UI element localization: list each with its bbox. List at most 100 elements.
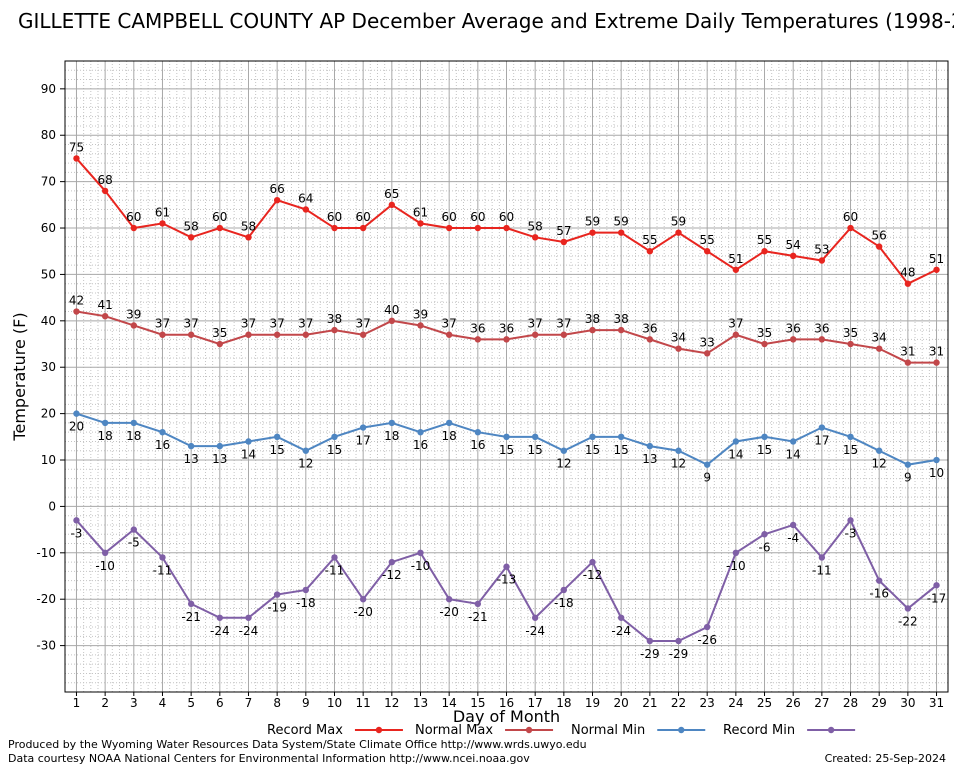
data-point xyxy=(359,596,367,603)
x-tick-label: 21 xyxy=(642,696,657,710)
data-label: 15 xyxy=(757,443,772,457)
legend-item: Record Min xyxy=(723,723,856,738)
x-tick-label: 7 xyxy=(245,696,253,710)
data-label: 33 xyxy=(700,335,715,349)
data-label: 64 xyxy=(298,191,313,205)
data-label: 60 xyxy=(499,210,514,224)
data-label: -26 xyxy=(697,633,717,647)
data-label: 14 xyxy=(241,447,256,461)
data-point xyxy=(73,410,80,417)
data-label: 13 xyxy=(642,452,657,466)
data-point xyxy=(761,531,768,538)
x-tick-label: 12 xyxy=(384,696,399,710)
data-label: 51 xyxy=(929,252,944,266)
data-point xyxy=(101,187,109,195)
data-point xyxy=(789,336,797,343)
x-tick-label: 16 xyxy=(499,696,514,710)
data-label: 36 xyxy=(470,321,485,335)
data-point xyxy=(675,637,682,645)
data-label: 20 xyxy=(69,420,84,434)
data-label: 55 xyxy=(642,233,657,247)
data-point xyxy=(445,224,453,232)
data-point xyxy=(73,308,80,315)
x-tick-label: 18 xyxy=(556,696,571,710)
data-label: 18 xyxy=(442,429,457,443)
data-label: 48 xyxy=(900,266,915,280)
data-point xyxy=(675,345,682,352)
data-label: -10 xyxy=(726,559,746,573)
data-label: -24 xyxy=(239,624,259,638)
data-label: 34 xyxy=(671,331,686,345)
data-point xyxy=(789,252,797,260)
data-point xyxy=(703,461,711,468)
data-label: 37 xyxy=(298,317,313,331)
data-label: -24 xyxy=(611,624,631,638)
data-point xyxy=(302,586,310,594)
data-label: -19 xyxy=(267,601,287,615)
data-point xyxy=(417,220,424,227)
data-point xyxy=(159,331,166,338)
data-label: 13 xyxy=(184,452,199,466)
data-point xyxy=(847,517,854,524)
data-label: 37 xyxy=(155,317,170,331)
data-point xyxy=(847,433,854,441)
legend-label: Normal Max xyxy=(415,723,493,738)
data-point xyxy=(474,600,482,608)
data-point xyxy=(761,248,768,255)
data-point xyxy=(847,224,854,232)
data-point xyxy=(273,433,281,441)
data-point xyxy=(359,224,367,232)
data-point xyxy=(761,433,768,441)
data-point xyxy=(933,582,940,589)
data-point xyxy=(216,340,224,348)
legend: Record Max Normal Max Normal Min Record Min xyxy=(267,723,856,738)
data-label: 9 xyxy=(703,471,711,485)
data-point xyxy=(703,623,711,631)
data-label: 58 xyxy=(528,219,543,233)
data-point xyxy=(245,331,252,338)
data-point xyxy=(617,614,625,621)
data-point xyxy=(933,456,940,464)
data-label: 60 xyxy=(327,210,342,224)
data-label: 14 xyxy=(786,447,801,461)
data-point xyxy=(589,433,596,441)
data-point xyxy=(474,428,482,436)
data-label: 12 xyxy=(556,457,571,471)
data-label: 38 xyxy=(585,312,600,326)
chart-title: GILLETTE CAMPBELL COUNTY AP December Ave… xyxy=(18,9,954,33)
data-point xyxy=(273,196,281,204)
data-label: 15 xyxy=(327,443,342,457)
data-label: 60 xyxy=(126,210,141,224)
data-label: 18 xyxy=(97,429,112,443)
legend-item: Record Max xyxy=(267,723,403,738)
data-label: 56 xyxy=(872,229,887,243)
data-label: 42 xyxy=(69,294,84,308)
data-point xyxy=(445,419,453,427)
data-point xyxy=(359,331,367,338)
data-point xyxy=(331,224,338,232)
x-tick-label: 2 xyxy=(101,696,109,710)
data-point xyxy=(73,155,80,162)
data-point xyxy=(789,521,797,529)
x-tick-label: 5 xyxy=(187,696,195,710)
data-label: 59 xyxy=(585,215,600,229)
data-point xyxy=(245,614,252,621)
data-point xyxy=(675,447,682,454)
data-point xyxy=(732,266,740,273)
data-point xyxy=(273,591,281,598)
data-point xyxy=(789,438,797,445)
data-label: -3 xyxy=(845,526,857,540)
data-label: -12 xyxy=(382,568,402,582)
data-label: -17 xyxy=(927,591,947,605)
y-tick-label: 70 xyxy=(41,175,56,189)
x-tick-label: 20 xyxy=(614,696,629,710)
y-tick-label: 10 xyxy=(41,453,56,467)
data-label: -11 xyxy=(812,563,832,577)
data-point xyxy=(875,243,883,250)
data-point xyxy=(933,359,940,366)
data-point xyxy=(818,257,826,264)
data-point xyxy=(388,419,396,427)
data-point xyxy=(560,586,568,594)
data-label: 36 xyxy=(786,321,801,335)
data-point xyxy=(417,322,424,329)
